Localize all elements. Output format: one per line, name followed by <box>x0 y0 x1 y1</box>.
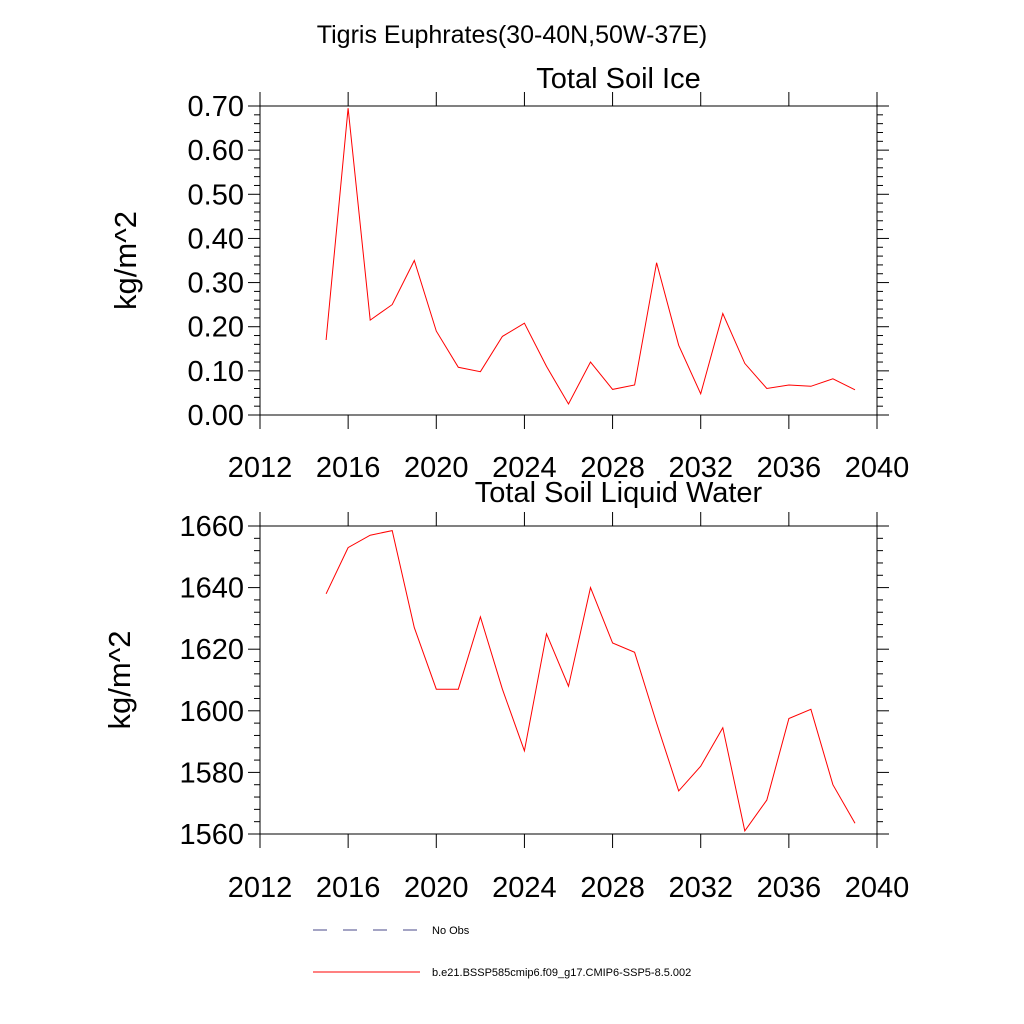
y-tick-label: 1560 <box>179 819 244 851</box>
y-tick-label: 1640 <box>179 573 244 605</box>
x-tick-label: 2016 <box>316 452 381 484</box>
y-tick-label: 1600 <box>179 696 244 728</box>
figure-suptitle: Tigris Euphrates(30-40N,50W-37E) <box>317 21 707 49</box>
y-tick-label: 0.60 <box>188 135 244 167</box>
series-line-b-e21-bssp585cmip6-f09-g <box>325 108 856 406</box>
y-tick-label: 0.20 <box>188 312 244 344</box>
x-tick-label: 2012 <box>228 452 293 484</box>
x-tick-label: 2040 <box>845 452 910 484</box>
panel-title: Total Soil Liquid Water <box>475 477 763 509</box>
y-tick-label: 1660 <box>179 511 244 543</box>
y-tick-label: 0.10 <box>188 356 244 388</box>
legend-label-model-run: b.e21.BSSP585cmip6.f09_g17.CMIP6-SSP5-8.… <box>432 967 691 979</box>
x-tick-label: 2012 <box>228 872 293 904</box>
y-tick-label: 1580 <box>179 757 244 789</box>
x-tick-label: 2020 <box>404 872 469 904</box>
x-tick-label: 2020 <box>404 452 469 484</box>
x-tick-label: 2024 <box>492 872 557 904</box>
series-line-b-e21-bssp585cmip6-f09-g <box>325 530 856 833</box>
panel-total-soil-ice: Total Soil Ice kg/m^2 0.00 0.10 0.20 0.30 0.40… <box>108 63 909 484</box>
x-tick-label: 2032 <box>668 452 733 484</box>
y-tick-label: 0.70 <box>188 91 244 123</box>
x-tick-label: 2036 <box>757 452 822 484</box>
panel-total-soil-liquid-water: Total Soil Liquid Water kg/m^2 1560 1580 160… <box>102 477 909 904</box>
x-tick-label: 2040 <box>845 872 910 904</box>
legend-label-no-obs: No Obs <box>432 925 470 937</box>
x-tick-label: 2024 <box>492 452 557 484</box>
y-tick-label: 0.00 <box>188 400 244 432</box>
panel-title: Total Soil Ice <box>536 63 700 95</box>
plot-frame <box>259 105 878 416</box>
x-tick-label: 2016 <box>316 872 381 904</box>
x-tick-label: 2028 <box>580 872 645 904</box>
plot-frame <box>259 525 878 835</box>
y-axis-label: kg/m^2 <box>108 211 143 310</box>
y-tick-label: 0.30 <box>188 268 244 300</box>
y-tick-label: 0.50 <box>188 179 244 211</box>
y-axis-label: kg/m^2 <box>102 631 137 730</box>
y-tick-label: 0.40 <box>188 223 244 255</box>
x-tick-label: 2032 <box>668 872 733 904</box>
x-tick-label: 2036 <box>757 872 822 904</box>
y-tick-label: 1620 <box>179 634 244 666</box>
x-tick-label: 2028 <box>580 452 645 484</box>
legend: No Obs b.e21.BSSP585cmip6.f09_g17.CMIP6-… <box>313 925 691 979</box>
